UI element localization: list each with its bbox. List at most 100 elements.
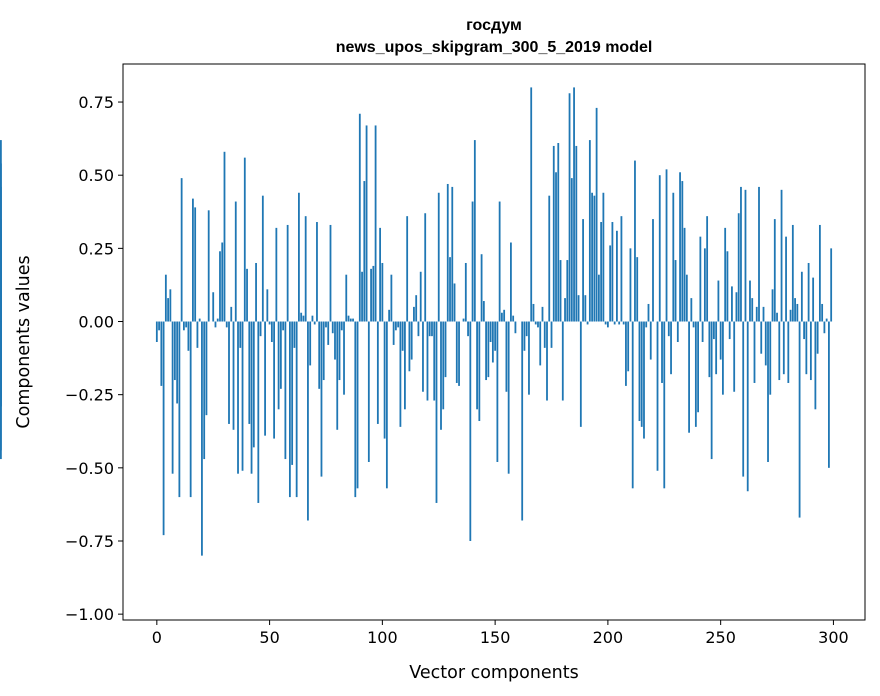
x-tick-label: 150 <box>480 628 511 647</box>
bar-107 <box>397 321 400 328</box>
bar-105 <box>392 321 395 345</box>
bar-169 <box>537 321 539 328</box>
y-tick-label: −0.25 <box>65 386 114 405</box>
bar-138 <box>467 321 469 337</box>
bar-269 <box>762 306 765 322</box>
bar-249 <box>717 280 720 322</box>
bar-120 <box>426 321 429 401</box>
bar-194 <box>593 195 596 322</box>
bar-254 <box>728 321 731 340</box>
bar-255 <box>731 286 733 322</box>
bar-257 <box>735 292 738 322</box>
bar-294 <box>818 224 821 322</box>
bar-15 <box>189 321 192 498</box>
bar-165 <box>528 321 530 395</box>
bar-60 <box>291 321 294 465</box>
bar-127 <box>442 321 445 410</box>
bar-168 <box>534 321 537 325</box>
y-tick-label: −0.75 <box>65 532 114 551</box>
bar-279 <box>785 236 787 322</box>
bar-277 <box>780 189 783 322</box>
bar-203 <box>613 321 616 325</box>
x-tick-label: 200 <box>593 628 624 647</box>
bar-108 <box>399 321 402 427</box>
bar-90 <box>358 113 361 322</box>
bar-115 <box>415 295 418 322</box>
bar-178 <box>557 143 560 322</box>
bar-188 <box>579 321 582 427</box>
bar-215 <box>640 321 643 427</box>
bar-234 <box>683 227 686 322</box>
bar-242 <box>701 321 704 342</box>
bar-86 <box>349 318 352 322</box>
bar-2 <box>160 321 163 386</box>
bar-251 <box>722 321 724 395</box>
bar-147 <box>487 321 490 378</box>
bar-171 <box>541 306 544 322</box>
bar-264 <box>751 298 754 322</box>
bar-298 <box>828 321 830 468</box>
bar-209 <box>627 321 630 372</box>
bar-109 <box>401 321 404 351</box>
bar-88 <box>354 321 357 498</box>
bar-236 <box>688 321 690 433</box>
bar-112 <box>408 321 411 372</box>
bar-20 <box>201 321 203 556</box>
bar-75 <box>325 321 327 328</box>
bar-110 <box>404 321 406 410</box>
bar-233 <box>681 181 684 322</box>
bar-59 <box>288 321 291 498</box>
bar-57 <box>284 321 287 460</box>
bar-243 <box>703 248 706 322</box>
bar-139 <box>469 321 472 541</box>
bar-49 <box>266 289 269 322</box>
bar-199 <box>604 321 607 325</box>
bar-5 <box>167 298 169 322</box>
bar-157 <box>510 242 512 322</box>
bar-272 <box>769 321 772 395</box>
bar-296 <box>823 321 826 334</box>
y-tick-label: 0.25 <box>78 239 114 258</box>
bar-34 <box>232 321 235 430</box>
bar-287 <box>803 321 805 340</box>
bar-137 <box>464 262 467 322</box>
bar-217 <box>645 321 648 328</box>
bar-10 <box>178 321 181 498</box>
bar-119 <box>424 213 427 322</box>
bar-164 <box>525 321 528 337</box>
bar-226 <box>665 169 668 322</box>
bar-276 <box>778 321 781 381</box>
bar-162 <box>521 321 524 521</box>
bar-273 <box>771 289 774 322</box>
bar-193 <box>591 192 593 322</box>
bar-17 <box>194 207 197 322</box>
bar-223 <box>658 175 661 322</box>
bar-281 <box>789 309 792 322</box>
bar-158 <box>512 315 515 322</box>
bar-3 <box>162 321 165 536</box>
bar-155 <box>505 321 508 392</box>
bar-141 <box>473 140 476 322</box>
bar-182 <box>566 260 569 322</box>
bar-146 <box>485 321 487 381</box>
bar-262 <box>746 321 749 492</box>
bar-54 <box>277 321 280 410</box>
bar-284 <box>796 303 799 322</box>
bar-124 <box>435 321 438 503</box>
bar-63 <box>298 192 300 322</box>
plot-frame <box>122 63 866 621</box>
bar-173 <box>546 321 548 401</box>
bar-8 <box>173 321 176 381</box>
bar-118 <box>422 321 424 392</box>
bar-219 <box>649 321 652 360</box>
bar-76 <box>327 321 330 345</box>
bar-267 <box>758 186 760 322</box>
bar-71 <box>316 222 318 322</box>
bar-40 <box>246 268 248 322</box>
bar-149 <box>491 321 494 363</box>
bar-196 <box>597 274 600 322</box>
bar-208 <box>625 321 627 386</box>
bar-62 <box>295 321 298 498</box>
bar-156 <box>507 321 510 474</box>
